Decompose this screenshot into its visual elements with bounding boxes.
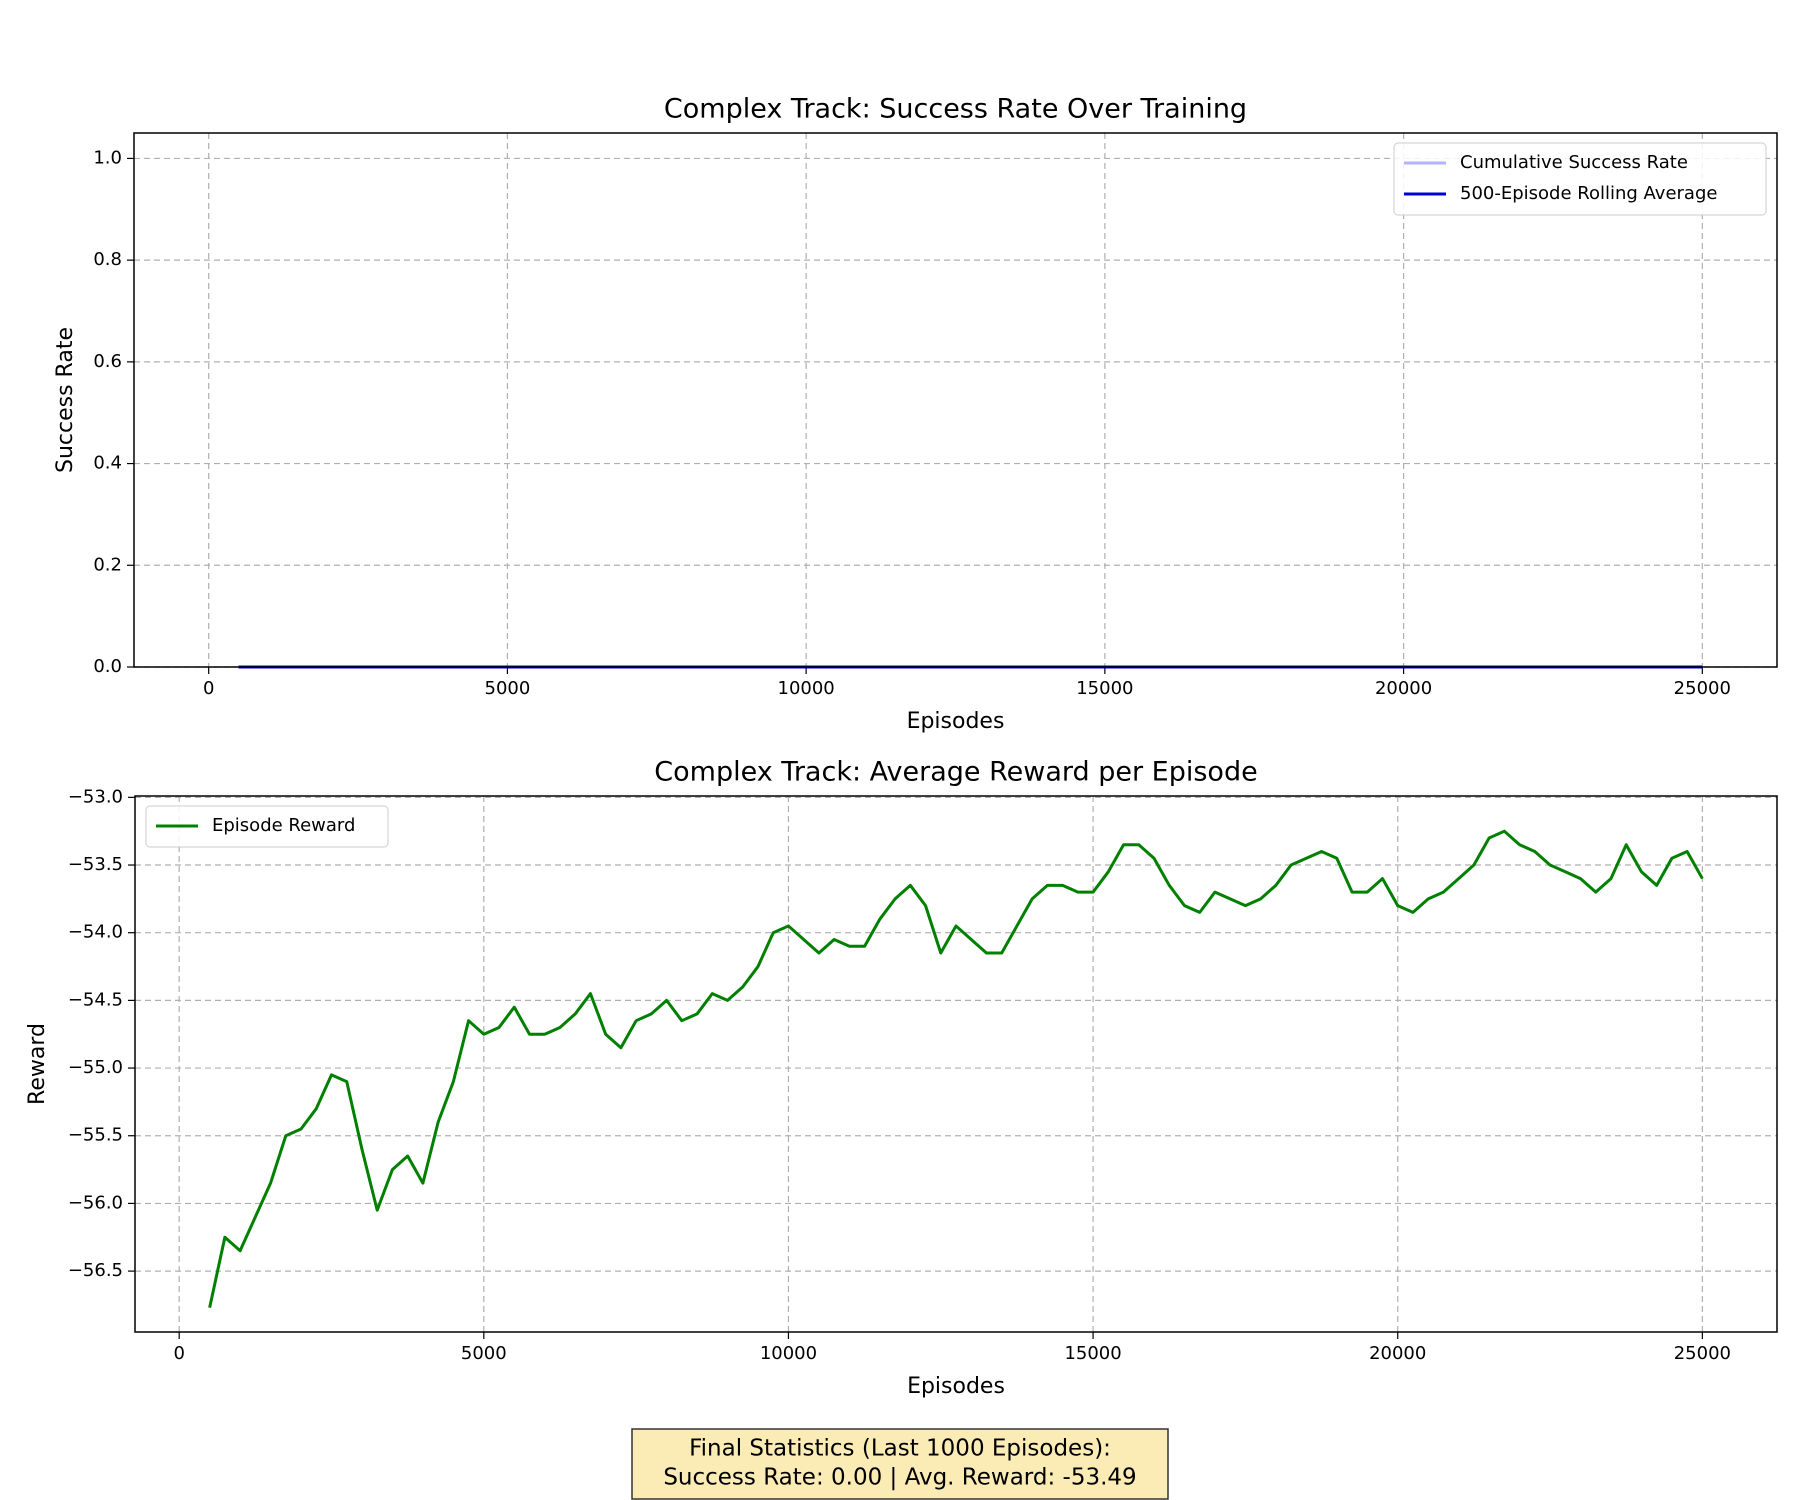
- y-tick-label: 0.2: [93, 554, 122, 575]
- plot-frame: [134, 795, 1778, 1333]
- y-tick-label: −53.0: [68, 786, 123, 807]
- x-tick-label: 25000: [1674, 1343, 1731, 1364]
- x-tick-label: 15000: [1076, 678, 1133, 699]
- x-tick-label: 20000: [1375, 678, 1432, 699]
- y-tick-label: 0.8: [93, 249, 122, 270]
- y-tick-label: −54.5: [68, 989, 123, 1010]
- chart-title: Complex Track: Success Rate Over Trainin…: [664, 94, 1247, 125]
- x-axis-label: Episodes: [907, 709, 1005, 734]
- y-tick-label: −54.0: [68, 922, 123, 943]
- x-tick-label: 15000: [1064, 1343, 1121, 1364]
- stats-box: [631, 1428, 1169, 1500]
- x-tick-label: 10000: [760, 1343, 817, 1364]
- x-tick-label: 5000: [485, 678, 531, 699]
- y-tick-label: 1.0: [93, 147, 122, 168]
- y-tick-label: −55.5: [68, 1125, 123, 1146]
- y-tick-label: 0.0: [93, 656, 122, 677]
- x-tick-label: 20000: [1369, 1343, 1426, 1364]
- x-tick-label: 5000: [461, 1343, 507, 1364]
- plot-frame: [133, 132, 1778, 668]
- y-tick-label: −55.0: [68, 1057, 123, 1078]
- x-tick-label: 0: [173, 1343, 184, 1364]
- stats-line: Success Rate: 0.00 | Avg. Reward: -53.49: [663, 1465, 1136, 1491]
- x-tick-label: 10000: [778, 678, 835, 699]
- legend-label: 500-Episode Rolling Average: [1460, 183, 1717, 204]
- legend-label: Episode Reward: [212, 815, 355, 836]
- x-tick-label: 0: [203, 678, 214, 699]
- x-tick-label: 25000: [1674, 678, 1731, 699]
- legend-box: [145, 805, 389, 848]
- data-line: [208, 829, 1704, 1308]
- legend-label: Cumulative Success Rate: [1460, 152, 1688, 173]
- chart-title: Complex Track: Average Reward per Episod…: [654, 757, 1257, 788]
- y-tick-label: 0.6: [93, 351, 122, 372]
- legend-box: [1393, 142, 1767, 216]
- y-tick-label: 0.4: [93, 453, 122, 474]
- y-tick-label: −56.5: [68, 1260, 123, 1281]
- y-tick-label: −56.0: [68, 1192, 123, 1213]
- y-tick-label: −53.5: [68, 854, 123, 875]
- x-axis-label: Episodes: [907, 1374, 1005, 1399]
- stats-line: Final Statistics (Last 1000 Episodes):: [689, 1436, 1111, 1462]
- y-axis-label: Success Rate: [53, 327, 78, 473]
- y-axis-label: Reward: [25, 1023, 50, 1105]
